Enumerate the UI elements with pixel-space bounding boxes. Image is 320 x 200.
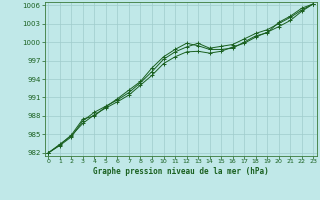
X-axis label: Graphe pression niveau de la mer (hPa): Graphe pression niveau de la mer (hPa): [93, 167, 269, 176]
